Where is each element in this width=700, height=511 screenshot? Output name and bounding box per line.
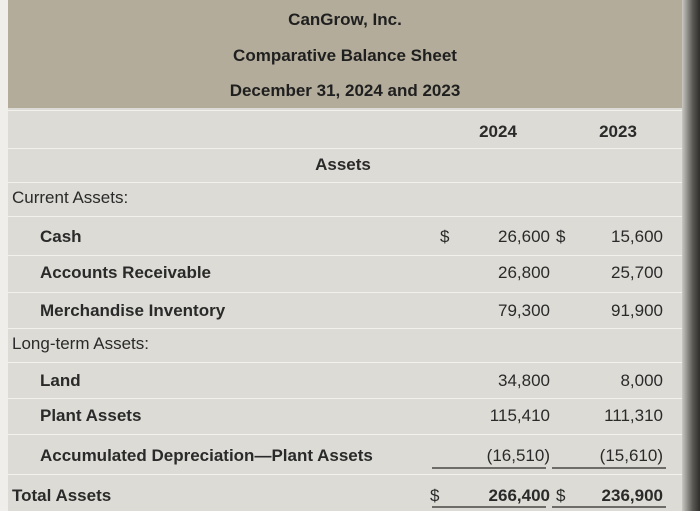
header-band xyxy=(8,0,682,108)
amount-2023: 8,000 xyxy=(620,371,663,390)
group-label: Current Assets: xyxy=(12,188,129,207)
edge xyxy=(682,0,700,511)
column-header: 2024 xyxy=(479,122,517,141)
amount-2024: 26,800 xyxy=(498,263,550,282)
row-label: Cash xyxy=(40,227,82,246)
amount-2023: 91,900 xyxy=(611,301,663,320)
row-rule xyxy=(8,182,682,183)
amount-2024: 115,410 xyxy=(489,406,550,425)
amount-2024: 266,400 xyxy=(488,486,550,505)
amount-2023: 25,700 xyxy=(611,263,663,282)
amount-2023: (15,610) xyxy=(599,446,663,465)
company-name: CanGrow, Inc. xyxy=(288,10,402,29)
statement-date: December 31, 2024 and 2023 xyxy=(229,81,461,100)
group-label: Long-term Assets: xyxy=(12,334,150,353)
row-rule xyxy=(8,148,682,149)
row-rule xyxy=(8,362,682,363)
row-label: Land xyxy=(40,371,81,390)
row-label: Accounts Receivable xyxy=(40,263,212,282)
row-rule xyxy=(8,328,682,329)
amount-2024: 34,800 xyxy=(498,371,550,390)
margin xyxy=(0,0,8,511)
double-underline xyxy=(552,506,666,508)
amount-2024: 26,600 xyxy=(498,227,550,246)
underline xyxy=(432,467,546,469)
row-label: Accumulated Depreciation—Plant Assets xyxy=(40,446,373,465)
amount-2024: 79,300 xyxy=(498,301,550,320)
row-rule xyxy=(8,474,682,475)
amount-2023: 15,600 xyxy=(611,227,663,246)
column-header: 2023 xyxy=(599,122,637,141)
statement-title: Comparative Balance Sheet xyxy=(233,46,457,65)
double-underline xyxy=(432,506,546,508)
amount-2023: 111,310 xyxy=(604,406,663,425)
currency-sign: $ xyxy=(430,486,440,505)
row-rule xyxy=(8,110,682,111)
row-rule xyxy=(8,292,682,293)
row-label: Plant Assets xyxy=(40,406,142,425)
currency-sign: $ xyxy=(556,486,566,505)
row-rule xyxy=(8,398,682,399)
row-label: Merchandise Inventory xyxy=(40,301,226,320)
currency-sign: $ xyxy=(556,227,566,246)
row-rule xyxy=(8,434,682,435)
row-rule xyxy=(8,255,682,256)
section-heading: Assets xyxy=(315,155,371,174)
amount-2023: 236,900 xyxy=(601,486,663,505)
currency-sign: $ xyxy=(440,227,450,246)
row-label: Total Assets xyxy=(12,486,112,505)
row-rule xyxy=(8,216,682,217)
underline xyxy=(552,467,666,469)
amount-2024: (16,510) xyxy=(486,446,550,465)
